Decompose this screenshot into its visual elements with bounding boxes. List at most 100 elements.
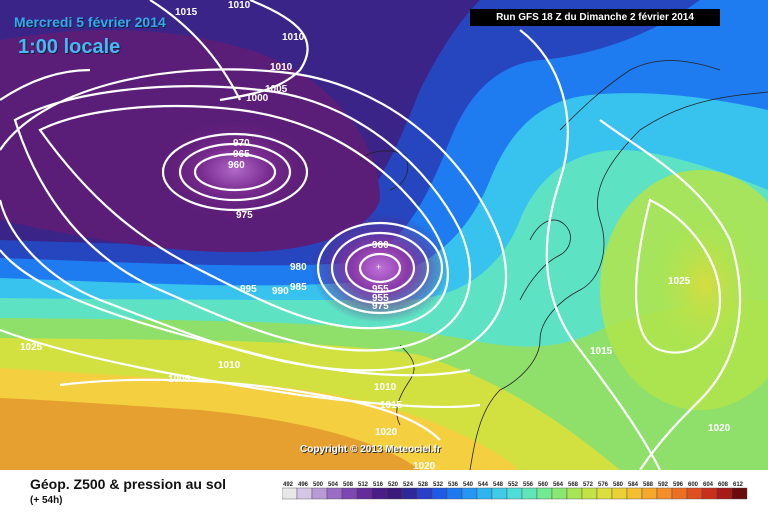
legend-swatch (311, 487, 328, 500)
legend-swatch (282, 487, 298, 500)
legend-swatch (341, 487, 358, 500)
isobar-label: 1010 (282, 32, 305, 43)
legend-tick-label: 516 (373, 482, 384, 488)
legend-tick-label: 492 (283, 482, 294, 488)
isobar-label: 1010 (374, 382, 397, 393)
legend-tick-label: 608 (718, 482, 729, 488)
isobar-label: 960 (372, 240, 389, 251)
isobar-label: 1010 (218, 360, 241, 371)
legend-swatch (386, 487, 403, 500)
legend-tick-label: 496 (298, 482, 309, 488)
isobar-label: 955 (372, 293, 389, 304)
legend-swatch (326, 487, 343, 500)
isobar-labels: 1015 1010 1010 1010 1005 1000 970 965 96… (20, 0, 731, 470)
legend-swatch (551, 487, 568, 500)
legend-swatch (671, 487, 688, 500)
color-scale-legend: 492 496 500 504 508 512 516 520 524 528 532 536 540 5… (282, 482, 748, 500)
legend-swatch (641, 487, 658, 500)
isobar-label: 975 (236, 210, 253, 221)
legend-tick-label: 500 (313, 482, 324, 488)
legend-tick-label: 596 (673, 482, 684, 488)
isobar-label: 1020 (708, 423, 731, 434)
legend-tick-label: 592 (658, 482, 669, 488)
legend-tick-label: 536 (448, 482, 459, 488)
legend-tick-label: 532 (433, 482, 444, 488)
legend-tick-label: 556 (523, 482, 534, 488)
legend-swatch (296, 487, 313, 500)
isobar-label: 1015 (380, 400, 403, 411)
legend-tick-label: 564 (553, 482, 564, 488)
legend-tick-label: 544 (478, 482, 489, 488)
legend-tick-label: 508 (343, 482, 354, 488)
coastlines (359, 60, 768, 470)
isobar-label: 995 (240, 284, 257, 295)
legend-swatch (566, 487, 583, 500)
isobar-label: 965 (233, 149, 250, 160)
isobar-lines (0, 0, 742, 470)
legend-tick-label: 572 (583, 482, 594, 488)
isobar-label: 1000 (246, 93, 269, 104)
high-core (645, 205, 765, 365)
legend-tick-label: 520 (388, 482, 399, 488)
forecast-map: 1015 1010 1010 1010 1005 1000 970 965 96… (0, 0, 768, 470)
legend-swatch (371, 487, 388, 500)
legend-tick-label: 568 (568, 482, 579, 488)
isobar-label: 1010 (228, 0, 251, 11)
legend-tick-label: 588 (643, 482, 654, 488)
legend-tick-label: 584 (628, 482, 639, 488)
legend-swatch (416, 487, 433, 500)
isobar-label: 985 (290, 282, 307, 293)
isobar-label: 1015 (175, 7, 198, 18)
legend-tick-label: 600 (688, 482, 699, 488)
legend-swatch (686, 487, 703, 500)
isobar-label: 1005 (168, 374, 191, 385)
legend-tick-label: 524 (403, 482, 414, 488)
isobar-label: 990 (272, 286, 289, 297)
legend-swatch (506, 487, 523, 500)
legend-tick-label: 612 (733, 482, 744, 488)
isobar-label: 1025 (668, 276, 691, 287)
legend-swatch (626, 487, 643, 500)
chart-title: Géop. Z500 & pression au sol (30, 476, 227, 492)
legend-swatch (491, 487, 508, 500)
isobar-label: 1025 (20, 342, 43, 353)
isobar-label: 975 (372, 301, 389, 312)
legend-swatch (656, 487, 673, 500)
legend-swatch (716, 487, 733, 500)
isobar-label: 1010 (270, 62, 293, 73)
forecast-time: 1:00 locale (18, 36, 121, 58)
legend-tick-label: 576 (598, 482, 609, 488)
legend-swatch (476, 487, 493, 500)
legend-swatch (596, 487, 613, 500)
low-center-east (310, 213, 450, 323)
isobar-label: 955 (372, 284, 389, 295)
copyright: Copyright © 2013 Meteociel.fr (300, 444, 441, 455)
isobar-label: 960 (228, 160, 245, 171)
legend-swatch (611, 487, 628, 500)
forecast-offset: (+ 54h) (30, 495, 63, 506)
isobar-label: 980 (290, 262, 307, 273)
legend-swatch (446, 487, 463, 500)
low-center-mark: + (376, 262, 381, 272)
legend-swatch (731, 487, 748, 500)
legend-swatch (356, 487, 373, 500)
legend-swatch (521, 487, 538, 500)
legend-tick-label: 504 (328, 482, 339, 488)
legend-tick-label: 540 (463, 482, 474, 488)
forecast-date: Mercredi 5 février 2014 (14, 14, 166, 30)
isobar-label: 1015 (590, 346, 613, 357)
legend-swatch (461, 487, 478, 500)
isobar-label: 970 (233, 138, 250, 149)
legend-tick-label: 552 (508, 482, 519, 488)
isobar-label: 1020 (375, 427, 398, 438)
isobar-label: 1005 (265, 84, 288, 95)
legend-swatch (401, 487, 418, 500)
low-center-west (150, 115, 320, 225)
isobar-label: 1020 (413, 461, 436, 470)
legend-swatch (581, 487, 598, 500)
legend-swatch (536, 487, 553, 500)
legend-swatch (701, 487, 718, 500)
legend-tick-label: 560 (538, 482, 549, 488)
legend-tick-label: 548 (493, 482, 504, 488)
